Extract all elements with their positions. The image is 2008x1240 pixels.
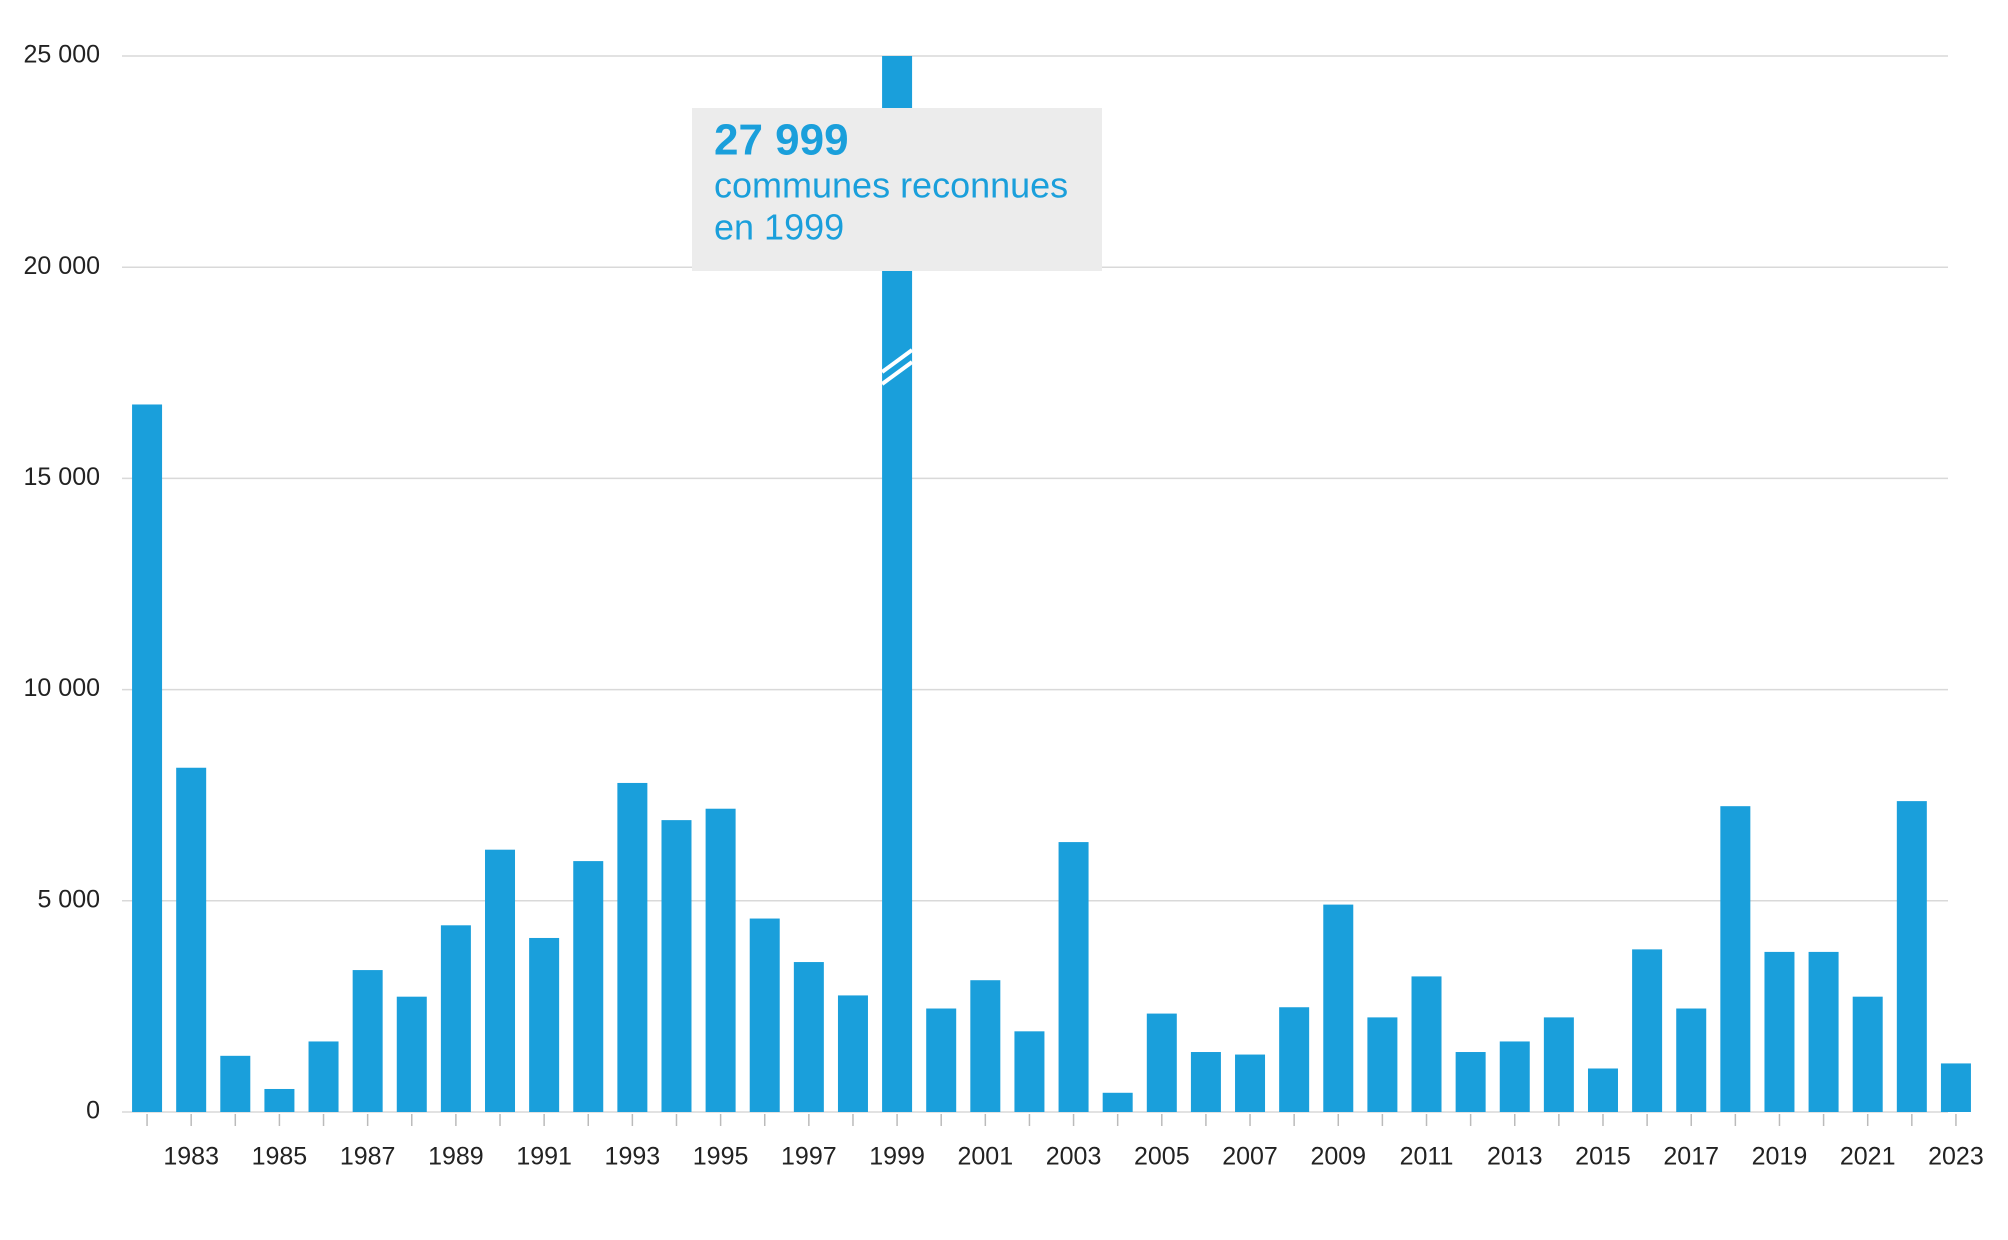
bar [1720, 806, 1751, 1112]
bar [1190, 1052, 1221, 1112]
annotation-text: communes reconnues [714, 165, 1068, 206]
bar [1411, 976, 1442, 1112]
x-tick-label: 1995 [693, 1143, 749, 1171]
bar [661, 820, 692, 1112]
x-tick-label: 2013 [1487, 1143, 1543, 1171]
bar [1896, 801, 1927, 1112]
bar [220, 1055, 251, 1112]
bar [1676, 1008, 1707, 1112]
x-tick-label: 2011 [1400, 1143, 1454, 1171]
bar [1058, 842, 1089, 1112]
bar [1852, 996, 1883, 1112]
x-tick-label: 2007 [1222, 1143, 1278, 1171]
x-tick-label: 1991 [516, 1143, 572, 1171]
annotation-box [692, 108, 1102, 271]
bar [1940, 1063, 1971, 1112]
bars [132, 56, 1971, 1113]
bar [705, 808, 736, 1112]
x-tick-label: 2023 [1928, 1143, 1984, 1171]
bar [837, 995, 868, 1112]
x-tick-label: 2003 [1046, 1143, 1102, 1171]
bar [264, 1088, 295, 1112]
annotation-value: 27 999 [714, 116, 849, 165]
x-tick-label: 1999 [869, 1143, 925, 1171]
bar [749, 918, 780, 1112]
y-tick-label: 15 000 [24, 463, 100, 491]
bar [1543, 1017, 1574, 1112]
bar [1323, 904, 1354, 1112]
bar [132, 404, 163, 1113]
x-tick-label: 2021 [1840, 1143, 1896, 1171]
bar [529, 937, 560, 1112]
x-tick-label: 2005 [1134, 1143, 1190, 1171]
bar [1587, 1068, 1618, 1112]
y-tick-label: 25 000 [24, 41, 100, 69]
bar [793, 962, 824, 1112]
bar [573, 861, 604, 1112]
y-tick-label: 10 000 [24, 674, 100, 702]
x-tick-label: 2001 [958, 1143, 1014, 1171]
x-tick-label: 1983 [163, 1143, 219, 1171]
x-tick-label: 2017 [1663, 1143, 1719, 1171]
y-tick-label: 5 000 [37, 885, 100, 913]
bar [396, 996, 427, 1112]
bar [970, 980, 1001, 1112]
x-tick-label: 2019 [1752, 1143, 1808, 1171]
bar [352, 970, 383, 1112]
x-tick-label: 1993 [605, 1143, 661, 1171]
bar [1764, 951, 1795, 1112]
bar [485, 849, 516, 1112]
bar [176, 767, 207, 1112]
bar [308, 1041, 339, 1112]
bar [1235, 1054, 1266, 1112]
y-tick-label: 20 000 [24, 252, 100, 280]
bar [1279, 1007, 1310, 1112]
bar [1102, 1092, 1133, 1112]
bar [1014, 1031, 1045, 1112]
bar [440, 925, 471, 1112]
bar [1146, 1013, 1177, 1112]
bar [617, 782, 648, 1112]
x-tick-label: 1987 [340, 1143, 396, 1171]
axis-break [880, 348, 914, 374]
x-tick-label: 1985 [252, 1143, 308, 1171]
y-tick-label: 0 [86, 1097, 100, 1125]
x-tick-label: 1997 [781, 1143, 837, 1171]
bar [1367, 1017, 1398, 1112]
bar [1499, 1041, 1530, 1112]
bar [926, 1008, 957, 1112]
x-tick-label: 2009 [1310, 1143, 1366, 1171]
x-tick-label: 2015 [1575, 1143, 1631, 1171]
bar [1808, 951, 1839, 1112]
x-tick-label: 1989 [428, 1143, 484, 1171]
annotation-text: en 1999 [714, 207, 844, 248]
bar [1632, 949, 1663, 1112]
axis-break [880, 360, 914, 386]
bar [1455, 1052, 1486, 1112]
